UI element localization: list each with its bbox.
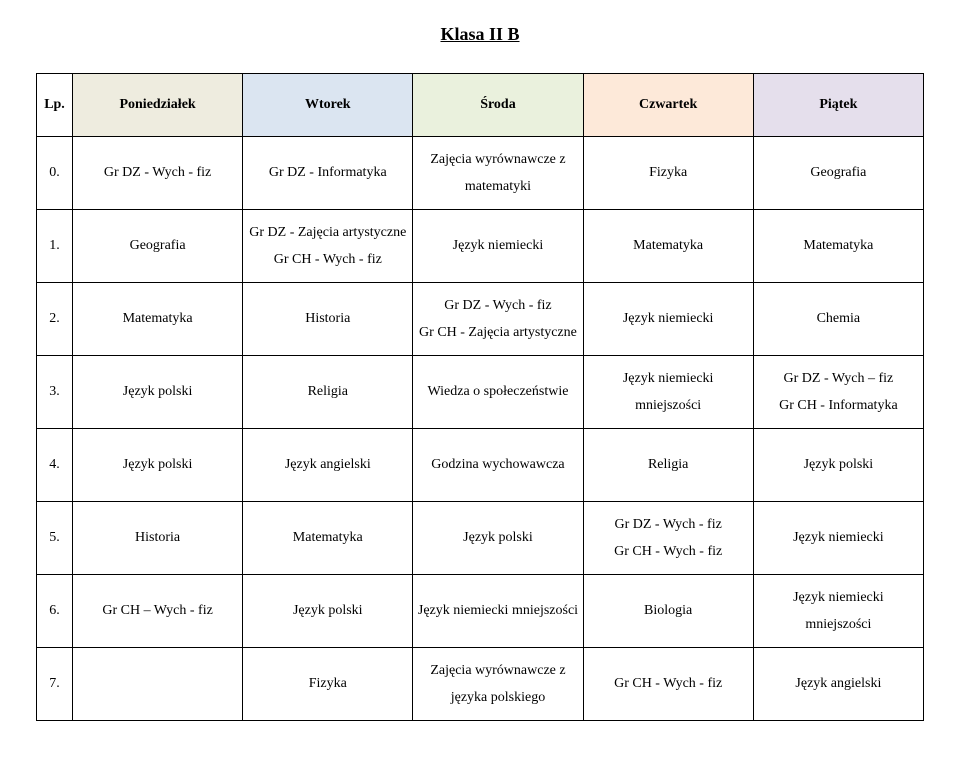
cell: Zajęcia wyrównawcze z języka polskiego <box>413 648 583 721</box>
cell: Język niemiecki mniejszości <box>583 356 753 429</box>
cell: Język polski <box>413 502 583 575</box>
cell: Język polski <box>73 356 243 429</box>
cell: Gr DZ - Wych - fiz Gr CH - Zajęcia artys… <box>413 283 583 356</box>
cell-line: mniejszości <box>588 395 749 416</box>
cell-lp: 3. <box>37 356 73 429</box>
cell: Geografia <box>753 137 923 210</box>
cell-lp: 5. <box>37 502 73 575</box>
cell: Gr DZ - Zajęcia artystyczne Gr CH - Wych… <box>243 210 413 283</box>
cell: Język angielski <box>243 429 413 502</box>
cell: Język niemiecki mniejszości <box>753 575 923 648</box>
cell-lp: 7. <box>37 648 73 721</box>
page-title: Klasa II B <box>36 24 924 45</box>
cell: Godzina wychowawcza <box>413 429 583 502</box>
header-mon: Poniedziałek <box>73 74 243 137</box>
cell: Język polski <box>753 429 923 502</box>
cell: Gr DZ - Wych – fiz Gr CH - Informatyka <box>753 356 923 429</box>
cell-line: Gr DZ - Zajęcia artystyczne <box>247 222 408 243</box>
table-row: 3. Język polski Religia Wiedza o społecz… <box>37 356 924 429</box>
cell-line: Gr CH - Wych - fiz <box>247 249 408 270</box>
cell: Fizyka <box>243 648 413 721</box>
cell-line: matematyki <box>417 176 578 197</box>
header-row: Lp. Poniedziałek Wtorek Środa Czwartek P… <box>37 74 924 137</box>
cell-lp: 6. <box>37 575 73 648</box>
cell: Wiedza o społeczeństwie <box>413 356 583 429</box>
cell: Matematyka <box>583 210 753 283</box>
cell-line: mniejszości <box>758 614 919 635</box>
cell: Chemia <box>753 283 923 356</box>
table-row: 4. Język polski Język angielski Godzina … <box>37 429 924 502</box>
cell: Język polski <box>243 575 413 648</box>
table-row: 2. Matematyka Historia Gr DZ - Wych - fi… <box>37 283 924 356</box>
cell: Język angielski <box>753 648 923 721</box>
cell-line: Gr CH - Informatyka <box>758 395 919 416</box>
table-row: 6. Gr CH – Wych - fiz Język polski Język… <box>37 575 924 648</box>
timetable: Lp. Poniedziałek Wtorek Środa Czwartek P… <box>36 73 924 721</box>
cell: Gr DZ - Informatyka <box>243 137 413 210</box>
cell: Biologia <box>583 575 753 648</box>
cell: Religia <box>583 429 753 502</box>
cell-line: Gr DZ - Wych - fiz <box>588 514 749 535</box>
cell: Gr DZ - Wych - fiz Gr CH - Wych - fiz <box>583 502 753 575</box>
cell-lp: 4. <box>37 429 73 502</box>
table-row: 7. Fizyka Zajęcia wyrównawcze z języka p… <box>37 648 924 721</box>
cell: Gr DZ - Wych - fiz <box>73 137 243 210</box>
cell: Język niemiecki <box>413 210 583 283</box>
cell-lp: 0. <box>37 137 73 210</box>
cell-lp: 2. <box>37 283 73 356</box>
cell-line: Gr CH - Wych - fiz <box>588 541 749 562</box>
cell: Matematyka <box>243 502 413 575</box>
table-row: 0. Gr DZ - Wych - fiz Gr DZ - Informatyk… <box>37 137 924 210</box>
page: Klasa II B Lp. Poniedziałek Wtorek Środa… <box>0 0 960 761</box>
cell-line: Zajęcia wyrównawcze z <box>417 149 578 170</box>
cell: Geografia <box>73 210 243 283</box>
cell <box>73 648 243 721</box>
table-row: 5. Historia Matematyka Język polski Gr D… <box>37 502 924 575</box>
header-lp: Lp. <box>37 74 73 137</box>
header-fri: Piątek <box>753 74 923 137</box>
cell: Matematyka <box>753 210 923 283</box>
header-thu: Czwartek <box>583 74 753 137</box>
cell-line: Gr DZ - Wych – fiz <box>758 368 919 389</box>
cell: Matematyka <box>73 283 243 356</box>
cell-lp: 1. <box>37 210 73 283</box>
cell: Język niemiecki mniejszości <box>413 575 583 648</box>
cell-line: języka polskiego <box>417 687 578 708</box>
cell: Zajęcia wyrównawcze z matematyki <box>413 137 583 210</box>
cell: Język polski <box>73 429 243 502</box>
cell: Język niemiecki <box>753 502 923 575</box>
header-tue: Wtorek <box>243 74 413 137</box>
cell: Gr CH – Wych - fiz <box>73 575 243 648</box>
cell: Gr CH - Wych - fiz <box>583 648 753 721</box>
table-row: 1. Geografia Gr DZ - Zajęcia artystyczne… <box>37 210 924 283</box>
cell: Religia <box>243 356 413 429</box>
cell: Fizyka <box>583 137 753 210</box>
cell-line: Zajęcia wyrównawcze z <box>417 660 578 681</box>
cell-line: Gr CH - Zajęcia artystyczne <box>417 322 578 343</box>
cell-line: Język niemiecki <box>588 368 749 389</box>
cell: Historia <box>243 283 413 356</box>
cell: Język niemiecki <box>583 283 753 356</box>
cell-line: Gr DZ - Wych - fiz <box>417 295 578 316</box>
cell-line: Język niemiecki <box>758 587 919 608</box>
cell: Historia <box>73 502 243 575</box>
header-wed: Środa <box>413 74 583 137</box>
